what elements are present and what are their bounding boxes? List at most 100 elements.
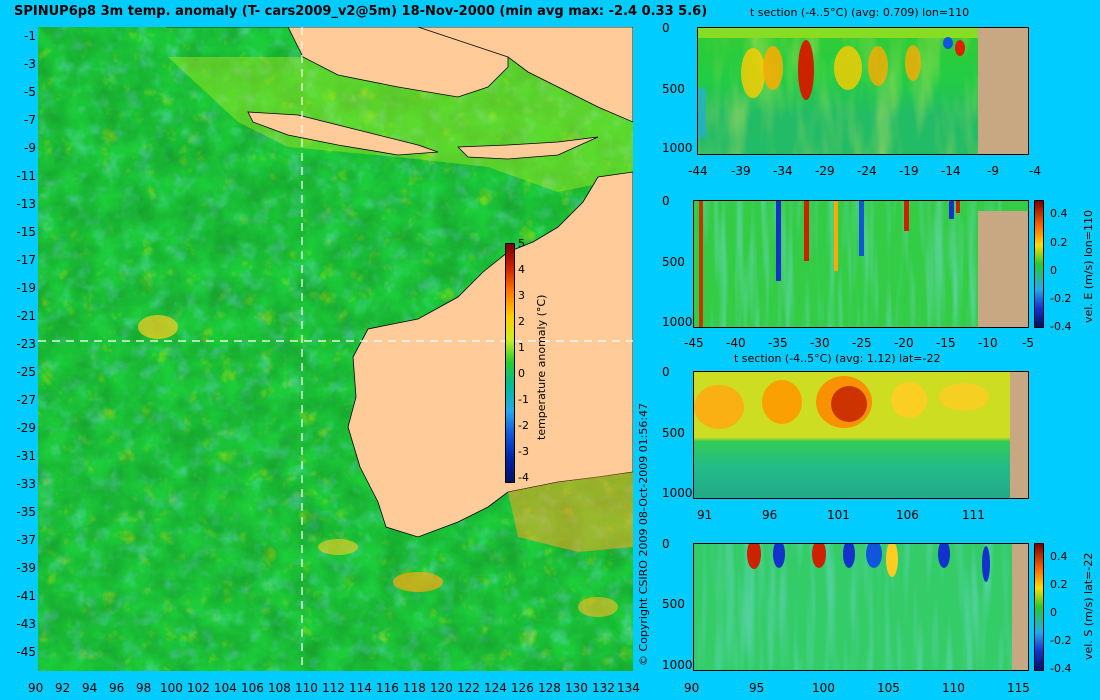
lat-tick: -35	[16, 505, 36, 519]
p2-velocity-plot[interactable]	[693, 200, 1029, 328]
lon-tick: 106	[241, 681, 264, 695]
lon-tick: 98	[136, 681, 152, 695]
lon-tick: 118	[403, 681, 426, 695]
colorbar-tick: -1	[518, 393, 529, 406]
lat-tick: -7	[24, 113, 36, 127]
lon-tick: 126	[511, 681, 534, 695]
p4-colorbar-label: vel. S (m/s) lat=-22	[1082, 552, 1095, 660]
p1-section-plot[interactable]	[697, 27, 1029, 155]
p2-x-tick: -40	[726, 336, 746, 350]
p4-velocity-plot[interactable]	[693, 543, 1029, 671]
p2-y-tick: 500	[662, 255, 685, 269]
land-borneo-sulawesi	[417, 27, 633, 123]
p4-y-tick: 500	[662, 597, 685, 611]
lat-tick: -5	[24, 85, 36, 99]
p1-x-tick: -44	[688, 164, 708, 178]
colorbar-tick: 3	[518, 289, 525, 302]
colorbar-tick: 2	[518, 315, 525, 328]
p4-x-tick: 110	[942, 681, 965, 695]
lat-tick: -25	[16, 365, 36, 379]
lon-tick: 132	[592, 681, 615, 695]
p2-cb-tick: -0.4	[1050, 320, 1072, 333]
p1-x-tick: -39	[731, 164, 751, 178]
lon-tick: 96	[109, 681, 125, 695]
map-title: SPINUP6p8 3m temp. anomaly (T- cars2009_…	[14, 4, 708, 19]
p4-colorbar	[1034, 543, 1044, 671]
map-lon-axis: 90 92 94 96 98 100 102 104 106 108 110 1…	[28, 681, 640, 699]
colorbar-tick: 4	[518, 263, 525, 276]
lat-tick: -17	[16, 253, 36, 267]
lon-tick: 112	[322, 681, 345, 695]
colorbar-ticks: 5 4 3 2 1 0 -1 -2 -3 -4	[518, 237, 538, 497]
p4-x-tick: 100	[812, 681, 835, 695]
p3-title: t section (-4..5°C) (avg: 1.12) lat=-22	[734, 352, 941, 365]
lat-tick: -31	[16, 449, 36, 463]
lon-tick: 124	[484, 681, 507, 695]
lat-tick: -45	[16, 645, 36, 659]
lon-tick: 100	[160, 681, 183, 695]
p1-x-tick: -19	[899, 164, 919, 178]
lat-tick: -37	[16, 533, 36, 547]
p1-y-tick: 500	[662, 82, 685, 96]
p4-cb-tick: -0.4	[1050, 662, 1072, 675]
p1-y-tick: 0	[662, 21, 670, 35]
p4-x-tick: 105	[877, 681, 900, 695]
p4-y-tick: 1000	[662, 658, 693, 672]
p1-x-tick: -14	[941, 164, 961, 178]
lon-tick: 90	[28, 681, 44, 695]
p2-colorbar-label: vel. E (m/s) lon=110	[1082, 210, 1095, 323]
p3-y-tick: 1000	[662, 486, 693, 500]
p1-x-tick: -9	[987, 164, 999, 178]
p1-x-tick: -29	[815, 164, 835, 178]
lat-tick: -29	[16, 421, 36, 435]
temperature-anomaly-map	[38, 27, 633, 671]
lat-tick: -21	[16, 309, 36, 323]
p2-cb-tick: 0.2	[1050, 236, 1068, 249]
p2-x-tick: -5	[1022, 336, 1034, 350]
lon-tick: 102	[187, 681, 210, 695]
p4-cb-tick: 0.4	[1050, 550, 1068, 563]
p2-x-tick: -35	[768, 336, 788, 350]
lon-tick: 94	[82, 681, 98, 695]
p2-x-tick: -10	[978, 336, 998, 350]
p2-y-tick: 1000	[662, 315, 693, 329]
lon-tick: 114	[349, 681, 372, 695]
lat-tick: -1	[24, 29, 36, 43]
lat-tick: -11	[16, 169, 36, 183]
p4-cb-tick: -0.2	[1050, 634, 1072, 647]
p3-x-tick: 96	[762, 508, 778, 522]
colorbar-tick: -4	[518, 471, 529, 484]
p2-cb-tick: 0	[1050, 264, 1057, 277]
lat-tick: -23	[16, 337, 36, 351]
p1-x-tick: -4	[1029, 164, 1041, 178]
colorbar-tick: -2	[518, 419, 529, 432]
p2-x-tick: -20	[894, 336, 914, 350]
p3-section-plot[interactable]	[693, 371, 1029, 499]
map-plot-area[interactable]	[38, 27, 633, 671]
colorbar-label: temperature anomaly (°C)	[535, 294, 548, 440]
p1-x-tick: -24	[857, 164, 877, 178]
lat-tick: -27	[16, 393, 36, 407]
lon-tick: 108	[268, 681, 291, 695]
p3-x-tick: 111	[962, 508, 985, 522]
p2-x-tick: -30	[810, 336, 830, 350]
lat-tick: -15	[16, 225, 36, 239]
colorbar-tick: 0	[518, 367, 525, 380]
p2-x-tick: -25	[852, 336, 872, 350]
p4-x-tick: 95	[749, 681, 765, 695]
p3-x-tick: 101	[827, 508, 850, 522]
lon-tick: 120	[430, 681, 453, 695]
lat-tick: -9	[24, 141, 36, 155]
lon-tick: 134	[617, 681, 640, 695]
lon-tick: 104	[214, 681, 237, 695]
p4-cb-tick: 0.2	[1050, 578, 1068, 591]
p2-cb-tick: 0.4	[1050, 207, 1068, 220]
p2-y-tick: 0	[662, 194, 670, 208]
p2-colorbar	[1034, 200, 1044, 328]
p2-x-tick: -15	[936, 336, 956, 350]
p3-x-tick: 91	[697, 508, 713, 522]
lon-tick: 130	[565, 681, 588, 695]
p1-x-tick: -34	[773, 164, 793, 178]
p4-x-tick: 115	[1007, 681, 1030, 695]
lat-tick: -13	[16, 197, 36, 211]
